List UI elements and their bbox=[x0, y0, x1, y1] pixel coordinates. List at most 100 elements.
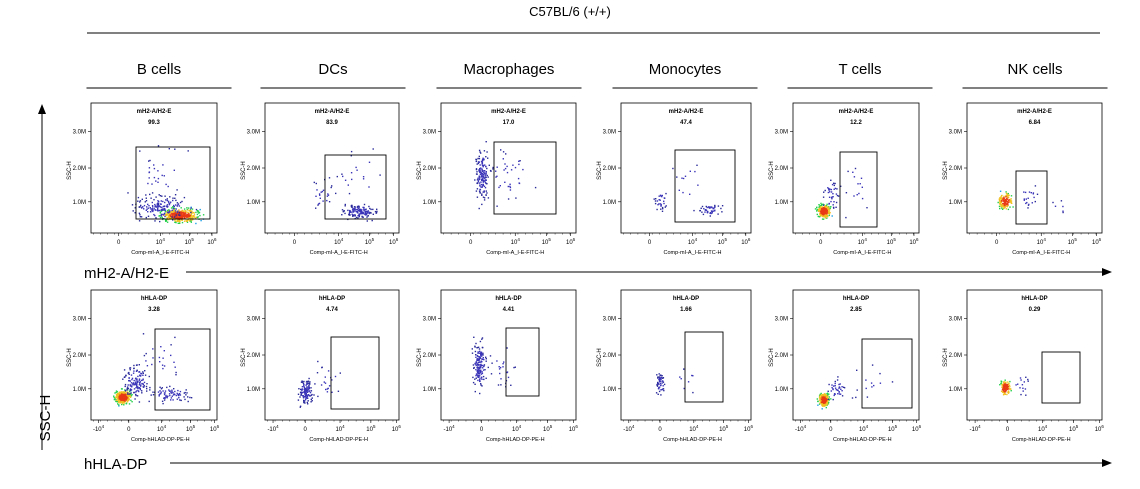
y-tick-label: 2.0M bbox=[247, 353, 260, 359]
data-point bbox=[171, 392, 173, 394]
data-point bbox=[481, 337, 484, 339]
data-point bbox=[370, 208, 372, 211]
data-point bbox=[162, 200, 164, 203]
data-point bbox=[1002, 204, 1004, 206]
data-point bbox=[483, 197, 486, 199]
data-point bbox=[140, 204, 142, 207]
data-point bbox=[122, 393, 124, 396]
x-tick-label: 106 bbox=[909, 237, 919, 246]
data-point bbox=[477, 368, 479, 371]
data-point bbox=[828, 383, 830, 386]
data-point bbox=[123, 404, 125, 406]
data-point bbox=[1007, 197, 1010, 199]
data-point bbox=[160, 200, 162, 202]
data-point bbox=[319, 194, 321, 196]
data-point bbox=[1021, 384, 1024, 386]
gate-value-mh2-monocytes: 47.4 bbox=[680, 120, 692, 126]
data-point bbox=[502, 363, 504, 365]
data-point bbox=[502, 366, 504, 368]
data-point bbox=[522, 168, 524, 171]
data-point bbox=[832, 196, 834, 198]
data-point bbox=[833, 394, 835, 397]
data-point bbox=[479, 182, 481, 184]
data-point bbox=[160, 209, 162, 211]
data-point bbox=[481, 372, 484, 375]
data-point bbox=[1032, 192, 1035, 194]
data-point bbox=[482, 183, 484, 186]
data-point bbox=[149, 193, 151, 196]
data-point bbox=[135, 390, 138, 392]
x-tick-label: 105 bbox=[186, 424, 196, 433]
data-point bbox=[306, 388, 308, 390]
data-point bbox=[145, 209, 147, 211]
data-point bbox=[658, 376, 660, 378]
data-point bbox=[1008, 384, 1011, 387]
data-point bbox=[471, 352, 474, 354]
data-point bbox=[168, 390, 171, 392]
data-point bbox=[116, 391, 119, 393]
data-point bbox=[328, 201, 331, 203]
panel-x-axis-label: Comp-mI-A_I-E-FITC-H bbox=[833, 250, 891, 256]
data-point bbox=[661, 206, 664, 209]
data-point bbox=[331, 379, 333, 381]
data-point bbox=[122, 392, 125, 394]
data-point bbox=[999, 203, 1001, 206]
data-point bbox=[169, 385, 171, 388]
data-point bbox=[164, 212, 166, 215]
data-point bbox=[166, 214, 168, 216]
data-point bbox=[305, 392, 307, 395]
data-point bbox=[115, 391, 117, 394]
data-point bbox=[123, 376, 126, 378]
data-point bbox=[827, 206, 829, 208]
data-point bbox=[128, 380, 130, 382]
y-tick-label: 3.0M bbox=[247, 130, 260, 136]
data-point bbox=[1005, 199, 1007, 201]
data-point bbox=[1005, 199, 1007, 202]
data-point bbox=[187, 150, 189, 152]
data-point bbox=[663, 383, 666, 386]
data-point bbox=[190, 210, 192, 212]
panel-x-axis-label: Comp-mI-A_I-E-FITC-H bbox=[663, 250, 721, 256]
data-point bbox=[486, 174, 488, 177]
data-point bbox=[183, 220, 186, 222]
data-point bbox=[486, 192, 488, 194]
data-point bbox=[160, 392, 162, 395]
data-point bbox=[363, 210, 365, 212]
data-point bbox=[179, 213, 181, 215]
data-point bbox=[482, 181, 484, 183]
data-point bbox=[181, 209, 183, 212]
data-point bbox=[481, 203, 483, 206]
row-label-mh2: mH2-A/H2-E bbox=[84, 265, 169, 282]
data-point bbox=[1004, 206, 1006, 208]
data-point bbox=[1009, 388, 1011, 390]
data-point bbox=[833, 182, 835, 184]
data-point bbox=[158, 209, 161, 212]
data-point bbox=[683, 387, 685, 390]
data-point bbox=[484, 179, 486, 181]
data-point bbox=[1002, 384, 1005, 386]
data-point bbox=[361, 211, 363, 213]
data-point bbox=[147, 182, 149, 185]
data-point bbox=[162, 357, 164, 359]
data-point bbox=[159, 393, 161, 395]
data-point bbox=[512, 164, 514, 166]
data-point bbox=[481, 169, 483, 171]
data-point bbox=[1002, 390, 1005, 392]
data-point bbox=[317, 360, 319, 363]
data-point bbox=[1000, 198, 1003, 200]
data-point bbox=[478, 169, 480, 171]
x-tick-label: 105 bbox=[365, 237, 375, 246]
data-point bbox=[132, 210, 134, 212]
data-point bbox=[183, 215, 185, 218]
data-point bbox=[146, 206, 148, 208]
data-point bbox=[131, 394, 133, 396]
data-point bbox=[658, 387, 660, 389]
data-point bbox=[1006, 388, 1008, 390]
data-point bbox=[145, 216, 147, 219]
data-point bbox=[873, 384, 875, 387]
data-point bbox=[159, 216, 162, 219]
data-point bbox=[163, 397, 165, 399]
data-point bbox=[1006, 386, 1009, 388]
data-point bbox=[161, 213, 163, 216]
